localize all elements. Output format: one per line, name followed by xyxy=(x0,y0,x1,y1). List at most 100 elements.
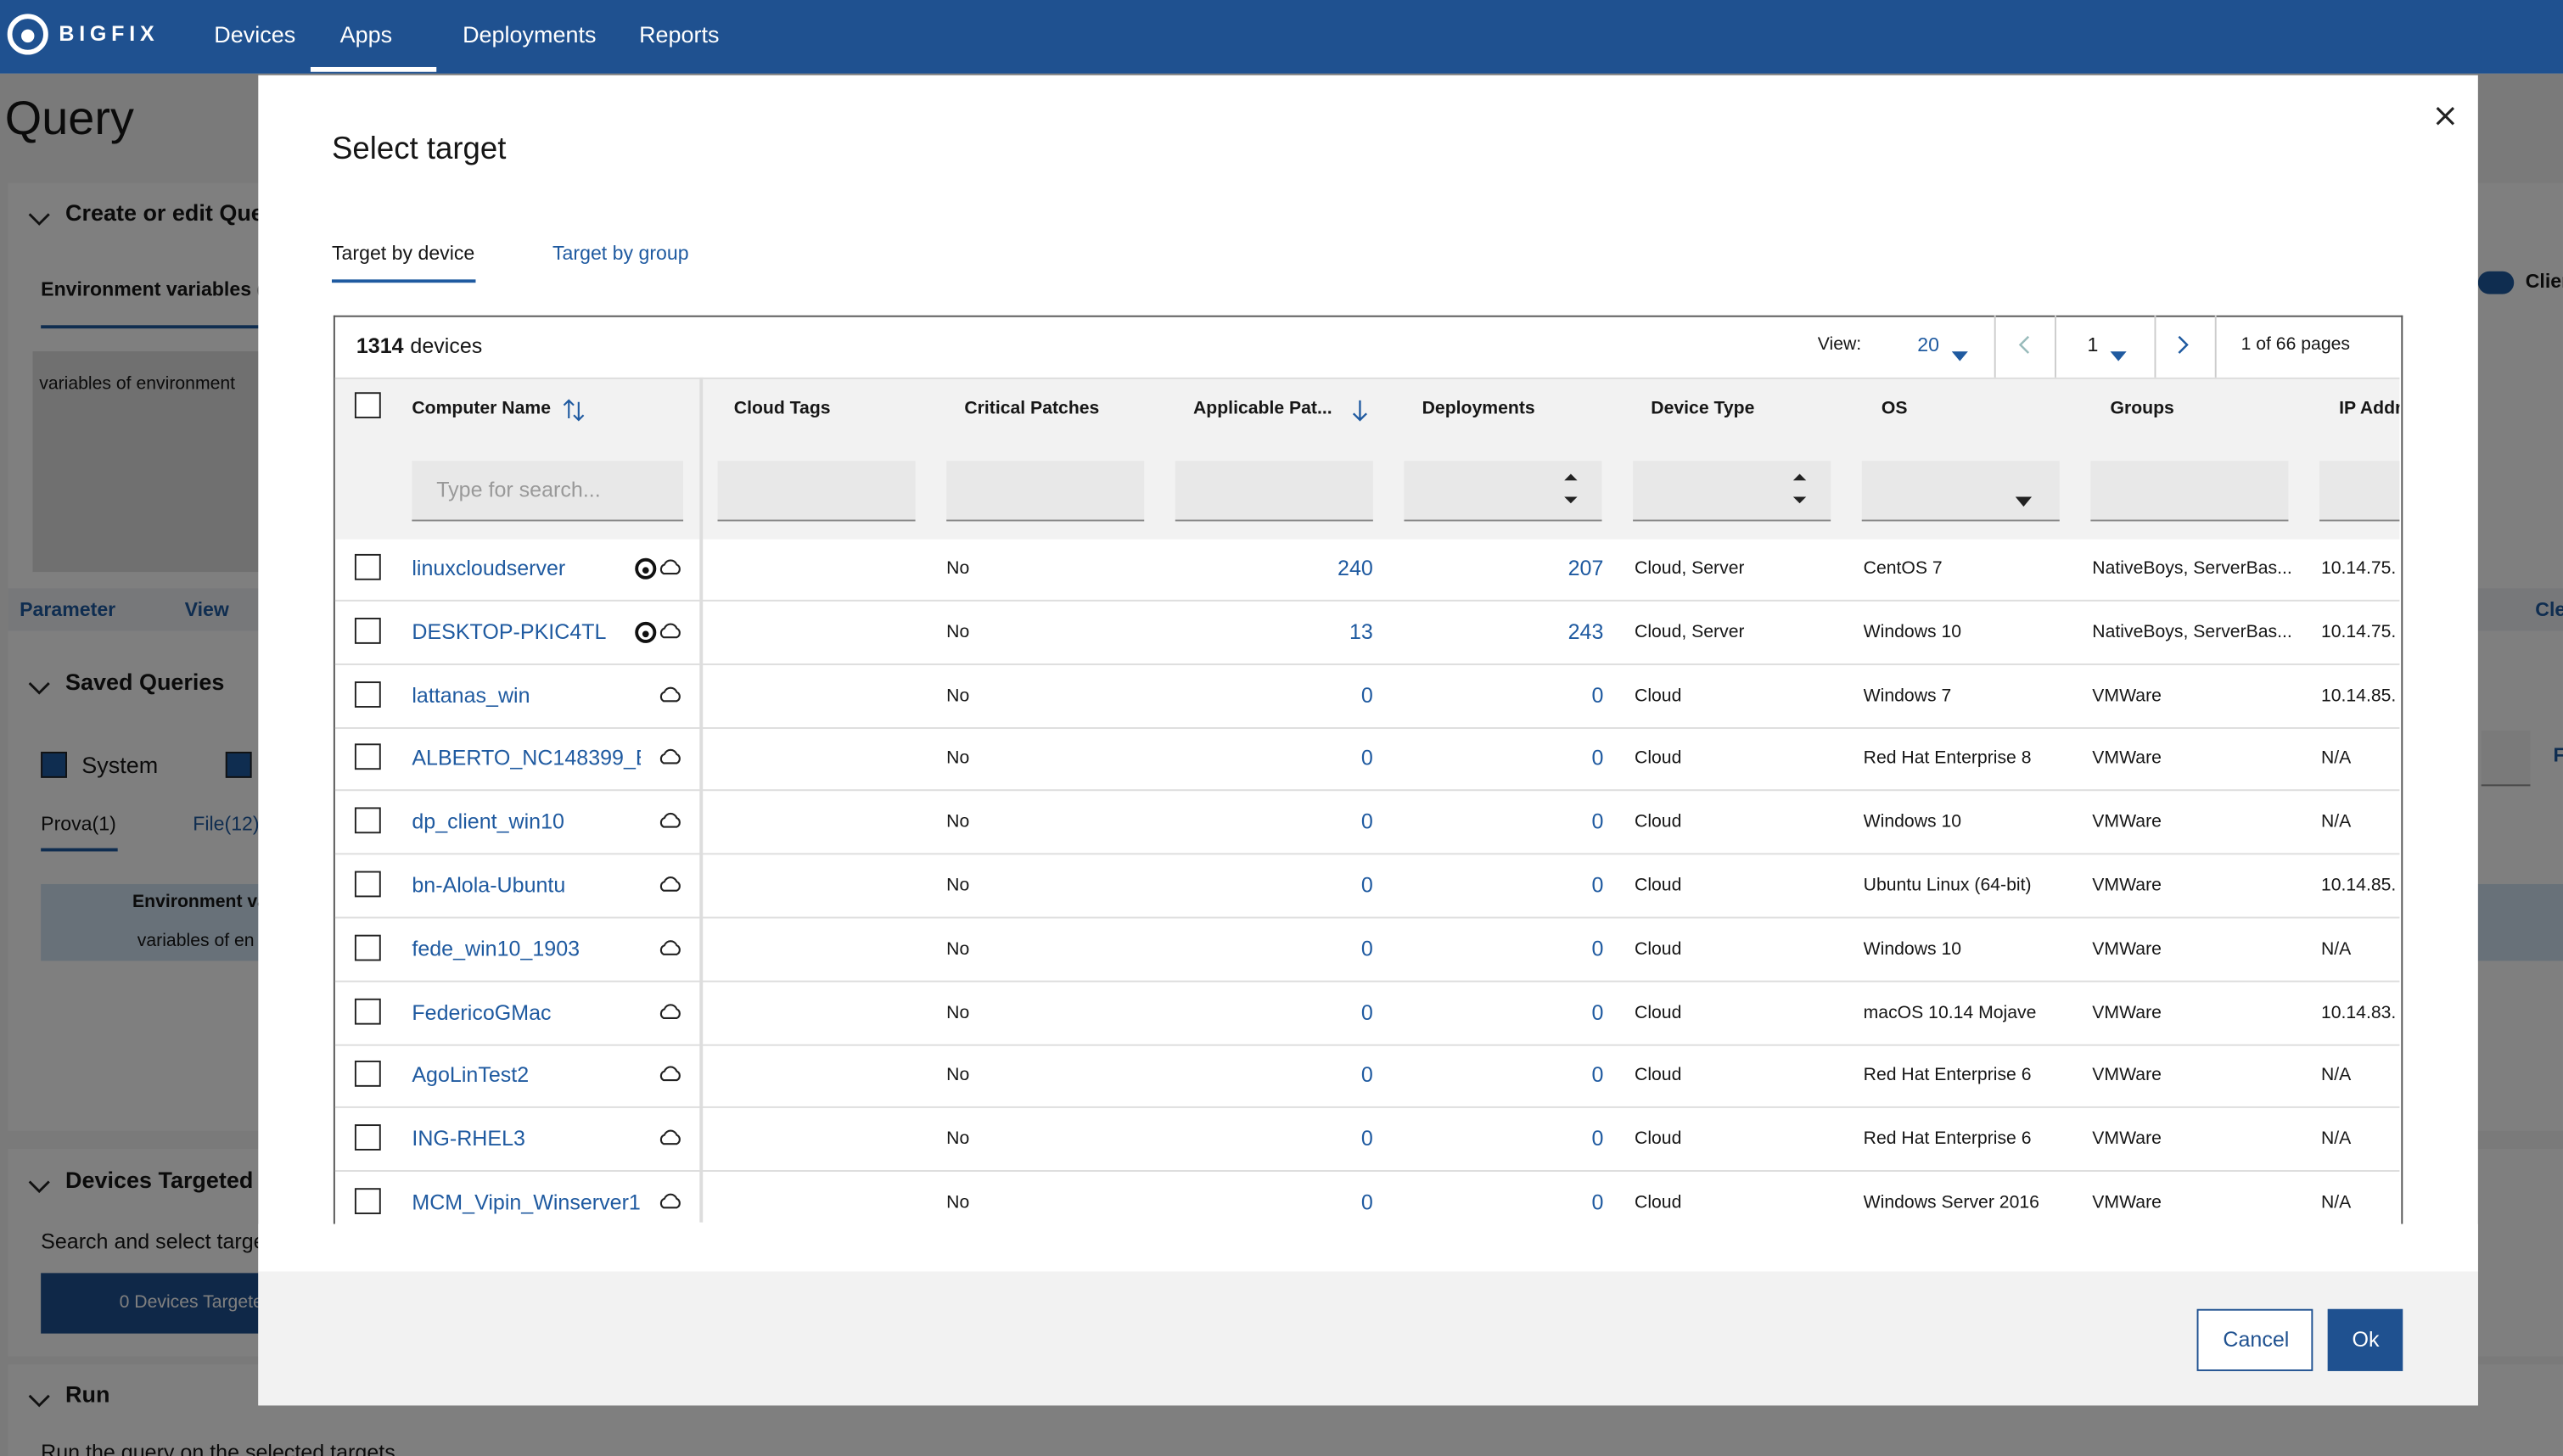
checkbox[interactable] xyxy=(354,680,381,708)
filter-input[interactable] xyxy=(1175,461,1373,522)
filter-input[interactable] xyxy=(1633,461,1831,522)
applicable-patches[interactable]: 0 xyxy=(1360,999,1373,1024)
view-value[interactable]: 20 xyxy=(1917,333,1939,356)
column-header[interactable]: Groups xyxy=(2110,398,2174,419)
applicable-patches[interactable]: 0 xyxy=(1360,1126,1373,1151)
applicable-patches[interactable]: 0 xyxy=(1360,936,1373,961)
cloud-icon xyxy=(657,1191,683,1214)
deployments[interactable]: 0 xyxy=(1591,1062,1604,1088)
device-type: Cloud xyxy=(1635,748,1682,769)
critical-patches: No xyxy=(946,622,970,642)
checkbox[interactable] xyxy=(354,617,381,644)
button[interactable] xyxy=(2196,1308,2313,1371)
table-row xyxy=(334,918,2400,983)
deployments[interactable]: 243 xyxy=(1568,619,1604,644)
deployments[interactable]: 0 xyxy=(1591,936,1604,961)
checkbox[interactable] xyxy=(354,392,381,419)
checkbox[interactable] xyxy=(354,1124,381,1151)
prev-page[interactable] xyxy=(2017,333,2030,354)
filter-input[interactable] xyxy=(946,461,1145,522)
filter-input[interactable] xyxy=(1861,461,2060,522)
deployments[interactable]: 0 xyxy=(1591,746,1604,770)
computer-name[interactable]: linuxcloudserver xyxy=(412,555,566,580)
column-header[interactable]: Critical Patches xyxy=(964,398,1100,419)
applicable-patches[interactable]: 0 xyxy=(1360,1062,1373,1088)
cloud-icon-svg xyxy=(659,623,681,638)
applicable-patches[interactable]: 240 xyxy=(1338,555,1373,580)
button-label: Ok xyxy=(2352,1326,2380,1352)
checkbox[interactable] xyxy=(354,553,381,580)
column-header[interactable]: Applicable Pat... xyxy=(1192,398,1332,419)
computer-name[interactable]: MCM_Vipin_Winserver19 xyxy=(412,1190,641,1215)
modal-title: Select target xyxy=(331,132,507,167)
computer-name[interactable]: DESKTOP-PKIC4TL xyxy=(412,619,607,644)
computer-name[interactable]: bn-Alola-Ubuntu xyxy=(412,872,566,898)
checkbox[interactable] xyxy=(354,1061,381,1088)
caret-svg xyxy=(1951,351,1968,361)
filter-input[interactable] xyxy=(717,461,916,522)
button[interactable] xyxy=(2327,1308,2403,1371)
table-row xyxy=(334,792,2400,855)
computer-name[interactable]: lattanas_win xyxy=(412,682,530,708)
device-count: 1314 xyxy=(356,333,404,358)
nav-item[interactable]: Apps xyxy=(339,21,393,48)
agent-icon xyxy=(634,557,657,580)
spinner-svg xyxy=(1564,473,1578,504)
tab[interactable]: Target by group xyxy=(552,242,689,266)
brand: BIGFIX xyxy=(59,21,160,46)
column-header[interactable]: Computer Name xyxy=(412,398,552,419)
nav-item[interactable]: Devices xyxy=(214,21,296,48)
os: Windows 10 xyxy=(1863,939,1962,960)
page-number[interactable]: 1 xyxy=(2087,333,2099,356)
applicable-patches[interactable]: 13 xyxy=(1349,619,1373,644)
deployments[interactable]: 0 xyxy=(1591,872,1604,898)
critical-patches: No xyxy=(946,1192,970,1213)
checkbox[interactable] xyxy=(354,744,381,770)
os: Red Hat Enterprise 8 xyxy=(1863,748,2032,769)
sort-icon[interactable] xyxy=(563,399,586,422)
filter-input[interactable] xyxy=(2090,461,2289,522)
column-header[interactable]: Cloud Tags xyxy=(733,398,831,419)
nav-item[interactable]: Deployments xyxy=(463,21,597,48)
computer-name[interactable]: fede_win10_1903 xyxy=(412,936,580,961)
filter-input[interactable] xyxy=(2319,461,2400,522)
checkbox[interactable] xyxy=(354,871,381,898)
applicable-patches[interactable]: 0 xyxy=(1360,746,1373,770)
deployments[interactable]: 0 xyxy=(1591,1126,1604,1151)
computer-name[interactable]: ALBERTO_NC148399_B... xyxy=(412,746,641,770)
sort-icon[interactable] xyxy=(1352,399,1368,422)
checkbox[interactable] xyxy=(354,1188,381,1215)
checkbox[interactable] xyxy=(354,934,381,961)
applicable-patches[interactable]: 0 xyxy=(1360,872,1373,898)
search-input[interactable] xyxy=(412,461,684,522)
tab[interactable]: Target by device xyxy=(331,242,475,266)
cloud-icon xyxy=(657,620,683,643)
ip-address: N/A xyxy=(2320,1129,2352,1150)
applicable-patches[interactable]: 0 xyxy=(1360,1190,1373,1215)
deployments[interactable]: 207 xyxy=(1568,555,1604,580)
filter-input[interactable] xyxy=(1404,461,1602,522)
checkbox[interactable] xyxy=(354,998,381,1024)
checkbox[interactable] xyxy=(354,807,381,834)
column-header[interactable]: OS xyxy=(1881,398,1908,419)
column-header[interactable]: Device Type xyxy=(1651,398,1755,419)
deployments[interactable]: 0 xyxy=(1591,809,1604,834)
computer-name[interactable]: ING-RHEL3 xyxy=(412,1126,525,1151)
applicable-patches[interactable]: 0 xyxy=(1360,809,1373,834)
next-page[interactable] xyxy=(2177,333,2190,354)
column-header[interactable]: Deployments xyxy=(1422,398,1535,419)
computer-name[interactable]: FedericoGMac xyxy=(412,999,552,1024)
nav-item[interactable]: Reports xyxy=(639,21,720,48)
device-type: Cloud, Server xyxy=(1635,558,1745,579)
applicable-patches[interactable]: 0 xyxy=(1360,682,1373,708)
column-header[interactable]: IP Addr xyxy=(2339,398,2400,419)
deployments[interactable]: 0 xyxy=(1591,1190,1604,1215)
computer-name[interactable]: AgoLinTest2 xyxy=(412,1062,530,1088)
cloud-icon-svg xyxy=(659,559,681,575)
ip-address: N/A xyxy=(2320,1192,2352,1213)
computer-name[interactable]: dp_client_win10 xyxy=(412,809,564,834)
close-button[interactable] xyxy=(2436,104,2455,126)
deployments[interactable]: 0 xyxy=(1591,999,1604,1024)
prev-page-svg xyxy=(2018,335,2030,354)
deployments[interactable]: 0 xyxy=(1591,682,1604,708)
